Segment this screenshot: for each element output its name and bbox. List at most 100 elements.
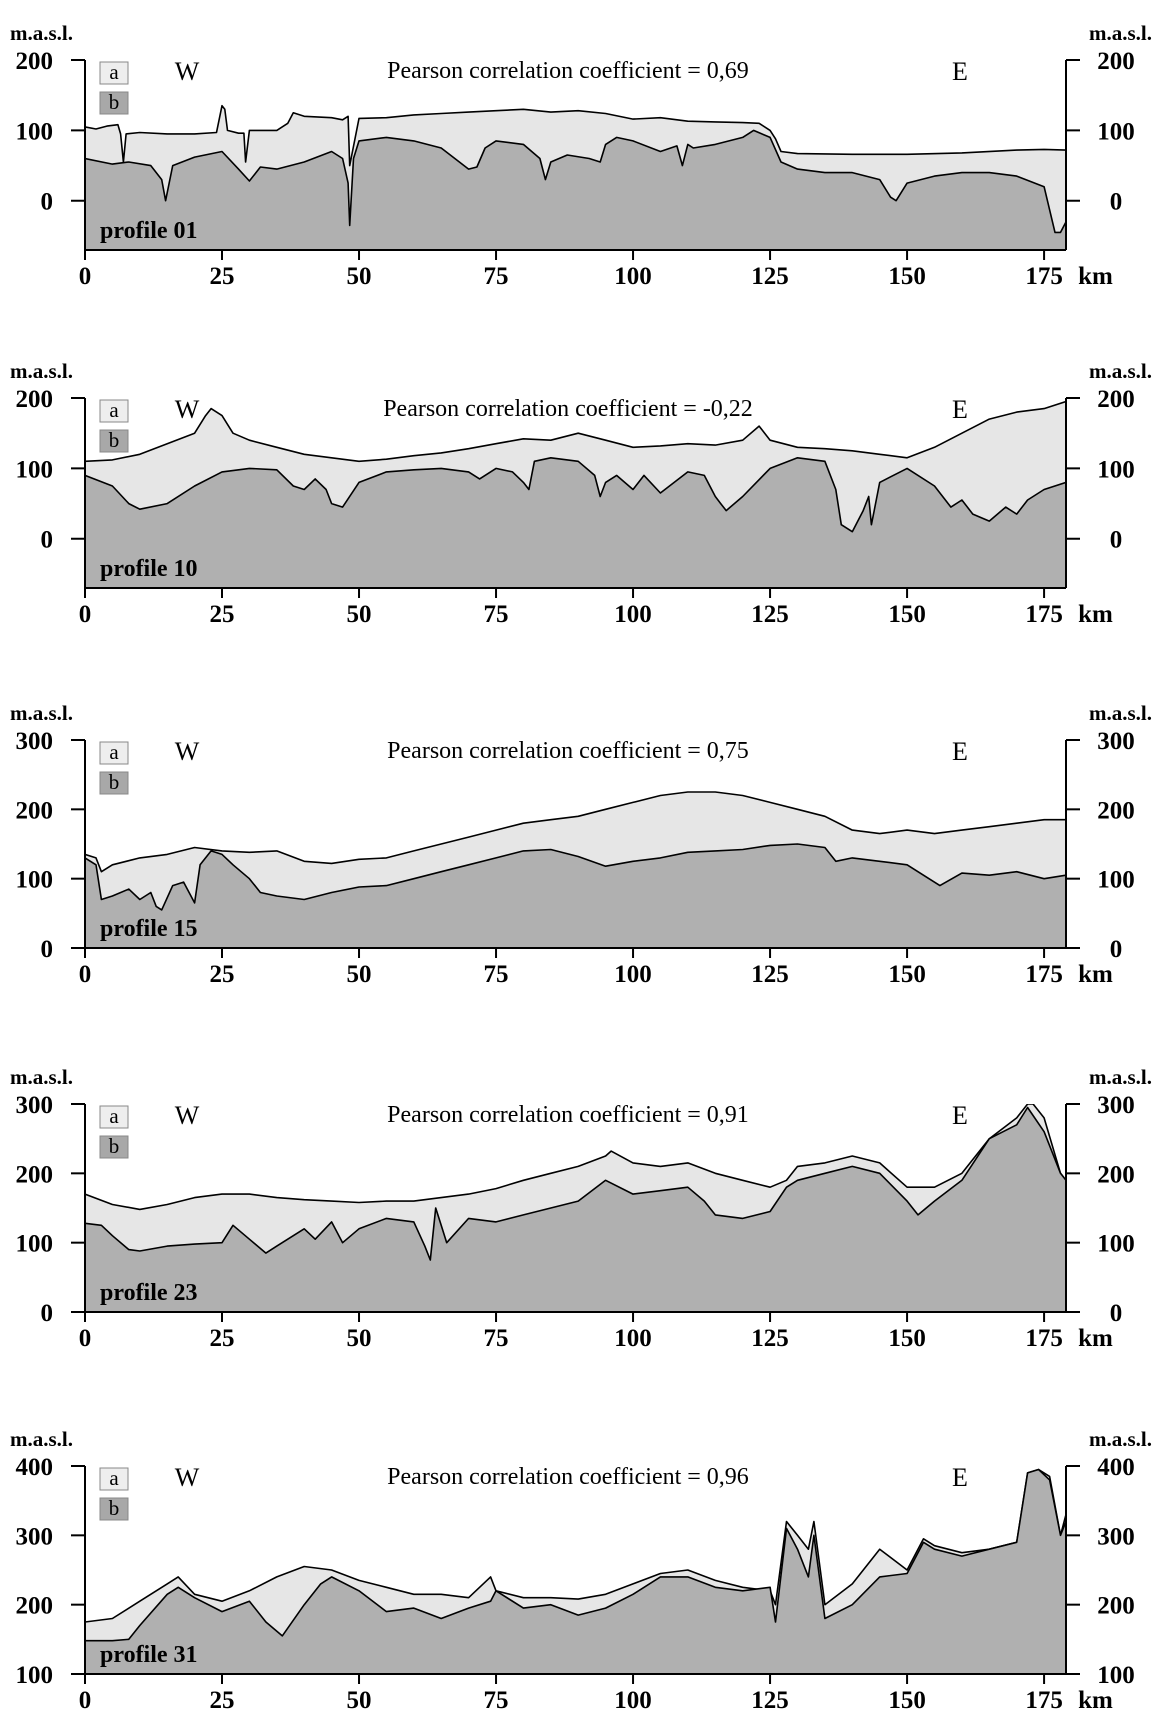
legend-label-b: b	[109, 1134, 120, 1158]
x-tick-label: 50	[347, 263, 372, 290]
series-line-b	[85, 843, 1066, 911]
legend-label-b: b	[109, 770, 120, 794]
x-tick-label: 150	[888, 263, 926, 290]
y-unit-label-right: m.a.s.l.	[1089, 1427, 1152, 1451]
y-tick-label-left: 0	[41, 1300, 54, 1327]
y-tick-label-left: 100	[16, 456, 54, 483]
x-tick-label: 150	[888, 601, 926, 628]
y-tick-label-left: 100	[16, 1231, 54, 1258]
series-line-b	[85, 1106, 1066, 1261]
y-tick-label-left: 0	[41, 527, 54, 554]
legend-label-a: a	[109, 398, 119, 422]
y-tick-label-right: 100	[1097, 118, 1135, 145]
x-tick-label: 125	[751, 1325, 789, 1352]
x-tick-label: 150	[888, 1325, 926, 1352]
y-tick-label-left: 0	[41, 936, 54, 963]
x-tick-label: 125	[751, 601, 789, 628]
x-tick-label: 125	[751, 961, 789, 988]
series-line-b	[85, 457, 1066, 533]
legend-label-b: b	[109, 1496, 120, 1520]
profile-chart: 0 0 100 100 200 200 0 25 50 75 100 125 150 175 km m.a.s…	[10, 359, 1152, 628]
series-line-b	[85, 1468, 1066, 1642]
legend-label-a: a	[109, 60, 119, 84]
x-tick-label: 175	[1025, 1325, 1063, 1352]
y-tick-label-left: 100	[16, 118, 54, 145]
y-tick-label-right: 100	[1097, 867, 1135, 894]
series-area-b	[85, 130, 1066, 250]
x-tick-label: 75	[484, 961, 509, 988]
y-tick-label-left: 200	[16, 1161, 54, 1188]
x-tick-label: 100	[614, 961, 652, 988]
series-area-b	[85, 844, 1066, 948]
y-tick-label-left: 100	[16, 1662, 54, 1689]
y-tick-label-right: 300	[1097, 1523, 1135, 1550]
y-tick-label-right: 200	[1097, 797, 1135, 824]
profile-label: profile 23	[100, 1280, 198, 1306]
legend-swatch-b	[99, 1135, 129, 1159]
y-tick-label-right: 0	[1110, 936, 1123, 963]
y-tick-label-left: 200	[16, 48, 54, 75]
x-tick-label: 75	[484, 263, 509, 290]
y-tick-label-right: 100	[1097, 456, 1135, 483]
x-unit-label: km	[1078, 961, 1113, 988]
correlation-label: Pearson correlation coefficient = 0,69	[387, 58, 749, 84]
east-label: E	[952, 57, 968, 86]
x-tick-label: 175	[1025, 1687, 1063, 1714]
x-tick-label: 100	[614, 1687, 652, 1714]
x-unit-label: km	[1078, 1687, 1113, 1714]
x-unit-label: km	[1078, 263, 1113, 290]
west-label: W	[175, 1101, 200, 1130]
y-unit-label-right: m.a.s.l.	[1089, 1065, 1152, 1089]
legend-swatch-a	[99, 1467, 129, 1491]
profile-chart: 100 100 200 200 300 300 400 400 0 25 50 75 100 125 150…	[10, 1427, 1152, 1714]
y-unit-label-left: m.a.s.l.	[10, 359, 73, 383]
east-label: E	[952, 1101, 968, 1130]
x-tick-label: 25	[210, 263, 235, 290]
series-line-a	[85, 1468, 1066, 1623]
east-label: E	[952, 395, 968, 424]
x-tick-label: 50	[347, 1325, 372, 1352]
y-tick-label-right: 100	[1097, 1662, 1135, 1689]
x-tick-label: 0	[79, 961, 92, 988]
x-tick-label: 175	[1025, 601, 1063, 628]
x-tick-label: 50	[347, 601, 372, 628]
x-tick-label: 175	[1025, 961, 1063, 988]
x-tick-label: 0	[79, 601, 92, 628]
x-tick-label: 0	[79, 1687, 92, 1714]
y-unit-label-left: m.a.s.l.	[10, 701, 73, 725]
series-line-a	[85, 791, 1066, 873]
correlation-label: Pearson correlation coefficient = 0,96	[387, 1464, 749, 1490]
x-tick-label: 0	[79, 1325, 92, 1352]
y-tick-label-right: 200	[1097, 48, 1135, 75]
x-unit-label: km	[1078, 601, 1113, 628]
legend-swatch-a	[99, 399, 129, 423]
y-tick-label-right: 100	[1097, 1231, 1135, 1258]
correlation-label: Pearson correlation coefficient = -0,22	[383, 396, 753, 422]
west-label: W	[175, 57, 200, 86]
y-tick-label-right: 0	[1110, 189, 1123, 216]
west-label: W	[175, 395, 200, 424]
y-tick-label-right: 300	[1097, 728, 1135, 755]
y-tick-label-left: 200	[16, 1593, 54, 1620]
y-unit-label-right: m.a.s.l.	[1089, 701, 1152, 725]
y-tick-label-left: 300	[16, 1092, 54, 1119]
y-tick-label-left: 300	[16, 728, 54, 755]
east-label: E	[952, 1463, 968, 1492]
y-tick-label-right: 0	[1110, 527, 1123, 554]
x-tick-label: 150	[888, 1687, 926, 1714]
series-area-b	[85, 1469, 1066, 1674]
y-tick-label-right: 0	[1110, 1300, 1123, 1327]
y-tick-label-right: 400	[1097, 1454, 1135, 1481]
y-tick-label-left: 400	[16, 1454, 54, 1481]
legend-label-b: b	[109, 428, 120, 452]
x-tick-label: 125	[751, 1687, 789, 1714]
y-tick-label-left: 300	[16, 1523, 54, 1550]
x-tick-label: 50	[347, 961, 372, 988]
profile-label: profile 31	[100, 1642, 198, 1668]
x-tick-label: 100	[614, 601, 652, 628]
x-tick-label: 25	[210, 601, 235, 628]
x-tick-label: 100	[614, 1325, 652, 1352]
profile-chart: 0 0 100 100 200 200 0 25 50 75 100 125 150 175 km m.a.s…	[10, 21, 1152, 290]
